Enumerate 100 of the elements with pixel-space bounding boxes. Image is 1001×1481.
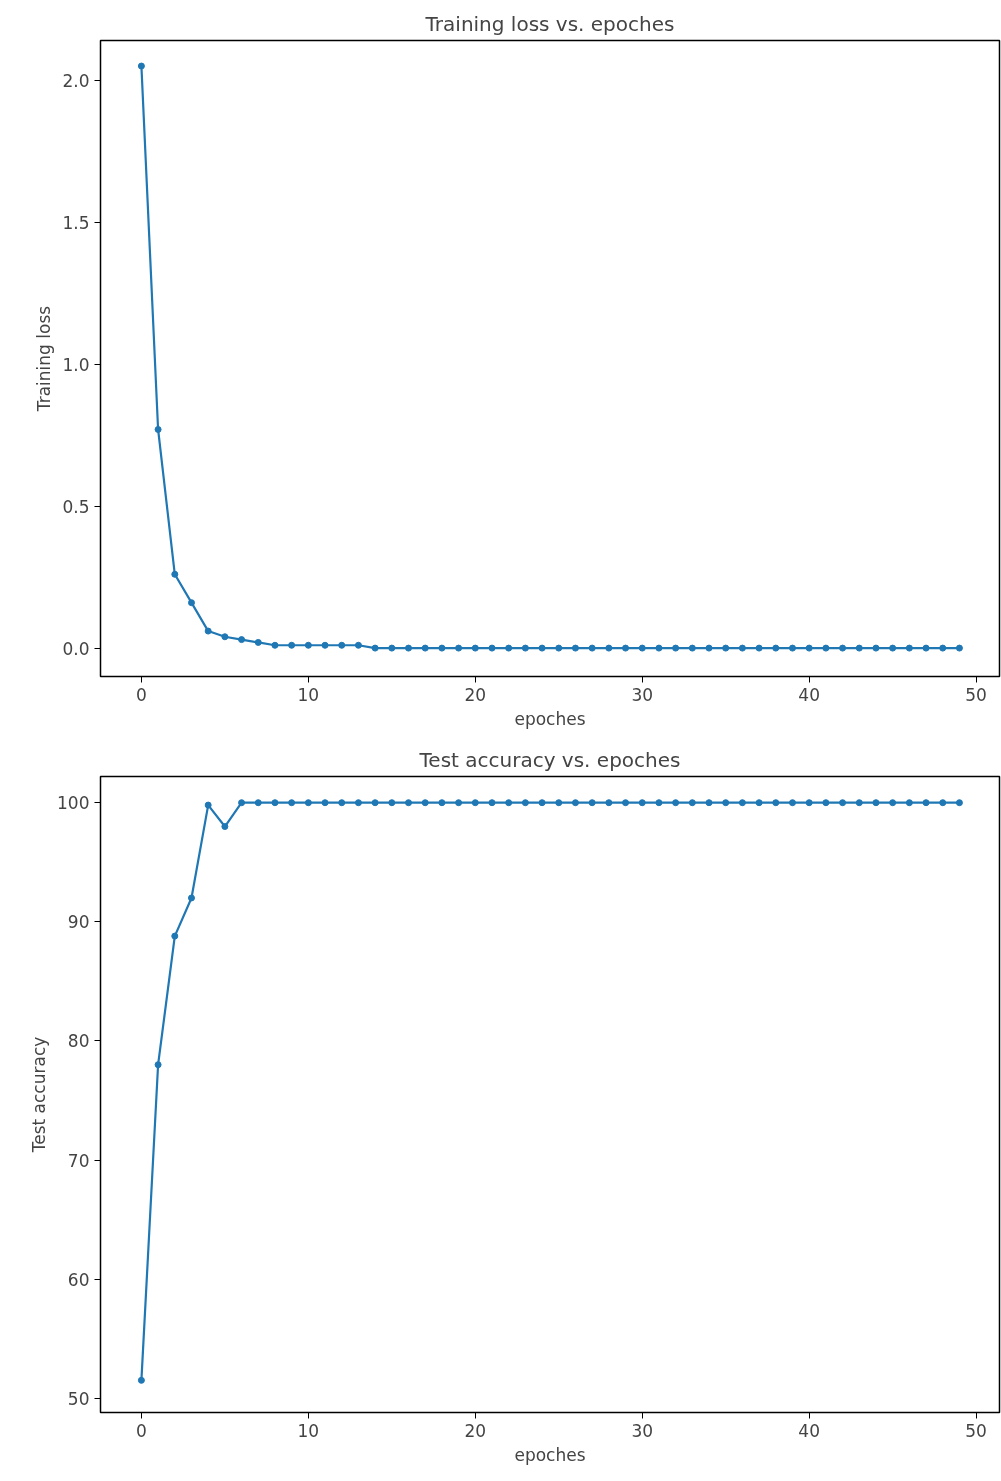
- point: [755, 644, 763, 652]
- point: [555, 799, 563, 807]
- point: [939, 644, 947, 652]
- y-tick-label: 0.0: [62, 638, 90, 659]
- y-tick-label: 2.0: [62, 70, 90, 91]
- point: [154, 425, 162, 433]
- y-tick-label: 0.5: [62, 496, 90, 517]
- point: [238, 636, 246, 644]
- chart-title: Test accuracy vs. epoches: [418, 747, 681, 772]
- point: [805, 644, 813, 652]
- point: [905, 644, 913, 652]
- point: [555, 644, 563, 652]
- point: [204, 627, 212, 635]
- point: [388, 799, 396, 807]
- point: [171, 570, 179, 578]
- point: [889, 644, 897, 652]
- point: [722, 799, 730, 807]
- point: [872, 799, 880, 807]
- x-tick-label: 10: [297, 1420, 320, 1441]
- point: [939, 799, 947, 807]
- x-axis-title: epoches: [514, 708, 586, 729]
- point: [638, 799, 646, 807]
- point: [405, 799, 413, 807]
- x-tick-label: 30: [631, 1420, 654, 1441]
- y-tick-label: 70: [67, 1150, 90, 1171]
- point: [839, 644, 847, 652]
- point: [421, 799, 429, 807]
- point: [571, 799, 579, 807]
- point: [288, 641, 296, 649]
- point: [605, 799, 613, 807]
- point: [254, 638, 262, 646]
- point: [805, 799, 813, 807]
- point: [538, 799, 546, 807]
- point: [204, 801, 212, 809]
- y-axis-title: Training loss: [34, 305, 55, 413]
- point: [221, 823, 229, 831]
- point: [438, 644, 446, 652]
- point: [187, 599, 195, 607]
- point: [521, 644, 529, 652]
- point: [889, 799, 897, 807]
- x-tick-label: 0: [135, 684, 147, 705]
- x-tick-label: 40: [798, 1420, 821, 1441]
- point: [488, 644, 496, 652]
- point: [588, 644, 596, 652]
- point: [722, 644, 730, 652]
- point: [955, 799, 963, 807]
- point: [455, 799, 463, 807]
- point: [354, 799, 362, 807]
- y-tick-label: 80: [67, 1031, 90, 1052]
- point: [922, 799, 930, 807]
- point: [171, 932, 179, 940]
- point: [705, 799, 713, 807]
- point: [839, 799, 847, 807]
- point: [872, 644, 880, 652]
- point: [405, 644, 413, 652]
- y-tick-label: 50: [67, 1388, 90, 1409]
- point: [154, 1061, 162, 1069]
- point: [538, 644, 546, 652]
- point: [304, 799, 312, 807]
- point: [605, 644, 613, 652]
- x-tick-label: 50: [965, 1420, 987, 1441]
- y-tick-label: 60: [67, 1269, 90, 1290]
- point: [388, 644, 396, 652]
- point: [588, 799, 596, 807]
- point: [622, 644, 630, 652]
- point: [238, 799, 246, 807]
- point: [655, 799, 663, 807]
- point: [421, 644, 429, 652]
- x-axis-title: epoches: [514, 1444, 586, 1465]
- point: [338, 641, 346, 649]
- point: [638, 644, 646, 652]
- x-tick-label: 0: [135, 1420, 147, 1441]
- point: [855, 799, 863, 807]
- point: [254, 799, 262, 807]
- point: [772, 799, 780, 807]
- point: [471, 799, 479, 807]
- point: [137, 62, 145, 70]
- x-tick-label: 30: [631, 684, 654, 705]
- point: [505, 799, 513, 807]
- point: [822, 799, 830, 807]
- y-tick-label: 1.0: [62, 354, 90, 375]
- x-tick-label: 20: [464, 1420, 487, 1441]
- point: [655, 644, 663, 652]
- point: [321, 799, 329, 807]
- y-tick-label: 1.5: [62, 212, 90, 233]
- point: [371, 644, 379, 652]
- point: [455, 644, 463, 652]
- point: [571, 644, 579, 652]
- x-tick-label: 10: [297, 684, 320, 705]
- point: [338, 799, 346, 807]
- point: [471, 644, 479, 652]
- point: [922, 644, 930, 652]
- x-tick-label: 50: [965, 684, 987, 705]
- point: [304, 641, 312, 649]
- point: [772, 644, 780, 652]
- y-tick-label: 100: [57, 793, 90, 814]
- point: [688, 644, 696, 652]
- point: [822, 644, 830, 652]
- point: [505, 644, 513, 652]
- x-tick-label: 20: [464, 684, 487, 705]
